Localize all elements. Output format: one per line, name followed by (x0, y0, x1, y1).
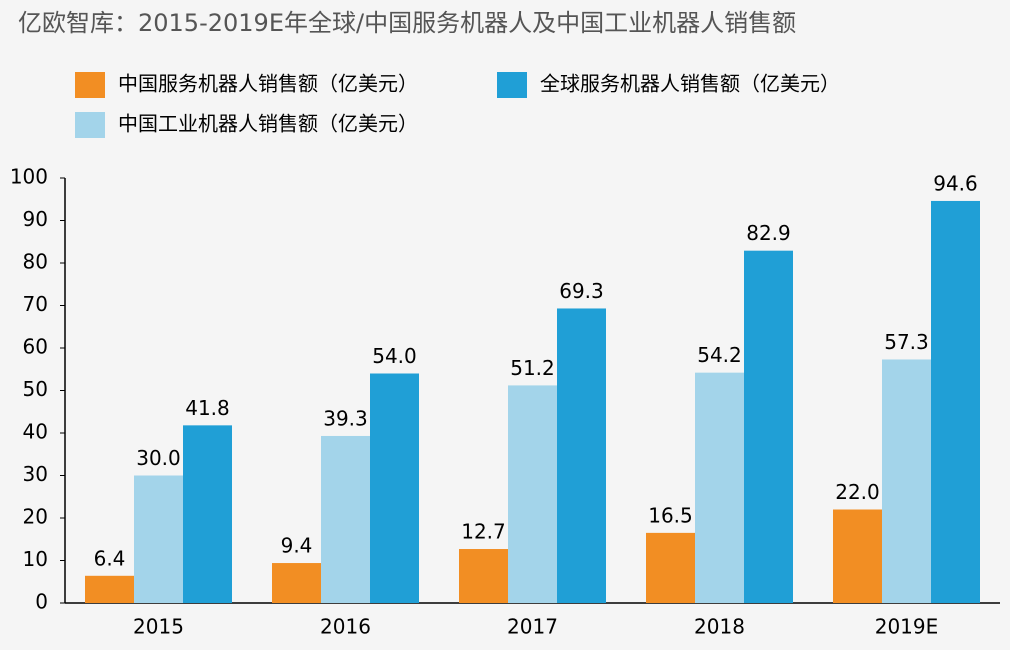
legend-label: 中国工业机器人销售额（亿美元） (118, 112, 418, 136)
bar (744, 250, 793, 604)
bar (557, 308, 606, 603)
value-label: 22.0 (835, 480, 880, 504)
legend-label: 中国服务机器人销售额（亿美元） (118, 72, 418, 96)
value-label: 41.8 (185, 396, 230, 420)
x-tick-label: 2015 (133, 615, 184, 639)
value-label: 39.3 (323, 406, 368, 430)
bar (931, 200, 980, 603)
y-tick-label: 20 (23, 505, 48, 529)
bar (272, 563, 321, 603)
bar (646, 532, 695, 603)
value-label: 30.0 (136, 446, 181, 470)
bar (459, 549, 508, 603)
legend-swatch (75, 112, 105, 138)
legend-label: 全球服务机器人销售额（亿美元） (540, 72, 840, 96)
value-label: 54.2 (697, 343, 742, 367)
x-tick-label: 2016 (320, 615, 371, 639)
y-tick-label: 80 (23, 250, 48, 274)
y-tick-label: 30 (23, 462, 48, 486)
y-tick-label: 90 (23, 207, 48, 231)
value-label: 57.3 (884, 330, 929, 354)
x-tick-label: 2017 (507, 615, 558, 639)
legend-swatch (497, 72, 527, 98)
x-tick-label: 2019E (875, 615, 939, 639)
bar (508, 385, 557, 603)
bar (321, 435, 370, 603)
legend-swatch (75, 72, 105, 98)
value-label: 82.9 (746, 221, 791, 245)
y-tick-label: 70 (23, 292, 48, 316)
y-tick-label: 100 (10, 165, 48, 189)
value-label: 94.6 (933, 171, 978, 195)
value-label: 16.5 (648, 503, 693, 527)
bar (695, 372, 744, 603)
bar (833, 509, 882, 603)
y-tick-label: 50 (23, 377, 48, 401)
value-label: 6.4 (94, 546, 126, 570)
value-label: 69.3 (559, 279, 604, 303)
value-label: 54.0 (372, 344, 417, 368)
bar (85, 575, 134, 603)
bar (183, 425, 232, 603)
bar (370, 373, 419, 603)
value-label: 51.2 (510, 356, 555, 380)
bar (882, 359, 931, 603)
y-tick-label: 40 (23, 420, 48, 444)
y-tick-label: 60 (23, 335, 48, 359)
value-label: 12.7 (461, 520, 506, 544)
x-tick-label: 2018 (694, 615, 745, 639)
y-tick-label: 10 (23, 547, 48, 571)
chart-title: 亿欧智库：2015-2019E年全球/中国服务机器人及中国工业机器人销售额 (18, 9, 796, 37)
value-label: 9.4 (281, 534, 313, 558)
y-tick-label: 0 (35, 590, 48, 614)
bar (134, 475, 183, 603)
